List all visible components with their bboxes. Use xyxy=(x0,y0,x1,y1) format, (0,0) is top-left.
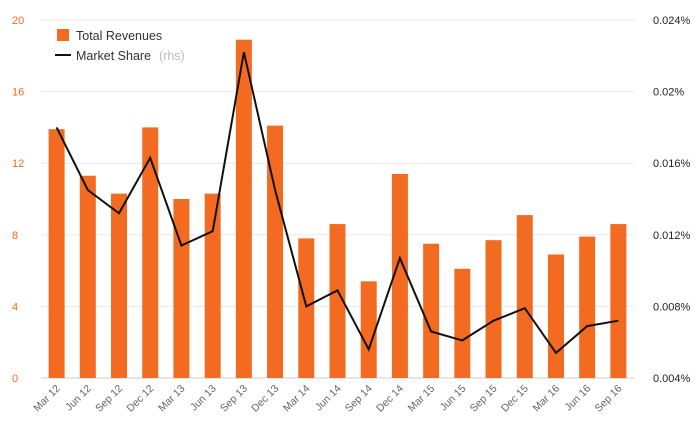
revenue-bars xyxy=(48,39,627,379)
right-y-axis: 0.004% 0.008% 0.012% 0.016% 0.02% 0.024% xyxy=(653,15,691,385)
right-axis-tick-label: 0.024% xyxy=(653,15,691,27)
left-axis-tick-label: 4 xyxy=(12,301,18,313)
x-axis-tick-label: Sep 13 xyxy=(218,383,250,415)
right-axis-tick-label: 0.008% xyxy=(653,301,691,313)
x-axis-tick-label: Dec 12 xyxy=(124,383,156,415)
x-axis-tick-label: Sep 14 xyxy=(343,383,375,415)
left-axis-tick-label: 0 xyxy=(12,373,18,385)
revenue-bar xyxy=(298,238,315,378)
legend-label-revenues: Total Revenues xyxy=(76,29,162,43)
x-axis-tick-label: Jun 13 xyxy=(188,383,219,414)
x-axis-tick-label: Dec 13 xyxy=(249,383,281,415)
x-axis-tick-label: Dec 15 xyxy=(499,383,531,415)
x-axis-tick-label: Jun 12 xyxy=(63,383,94,414)
x-axis-tick-label: Sep 15 xyxy=(468,383,500,415)
x-axis-tick-label: Mar 16 xyxy=(530,383,562,415)
legend-market-share-suffix: (rhs) xyxy=(159,49,185,63)
revenue-bar xyxy=(48,129,65,378)
revenue-bar xyxy=(485,240,502,378)
revenue-bar xyxy=(235,39,252,378)
right-axis-tick-label: 0.016% xyxy=(653,158,691,170)
left-y-axis: 0 4 8 12 16 20 xyxy=(12,15,24,385)
revenue-bar xyxy=(329,224,346,378)
x-axis-tick-label: Jun 16 xyxy=(563,383,594,414)
left-axis-tick-label: 8 xyxy=(12,230,18,242)
revenue-bar xyxy=(360,281,377,378)
x-axis-tick-label: Sep 16 xyxy=(592,383,624,415)
legend-label-market-share: Market Share (rhs) xyxy=(76,47,185,64)
x-axis: Mar 12 Jun 12 Sep 12 Dec 12 Mar 13 Jun 13 Sep … xyxy=(31,383,625,415)
legend: Total Revenues Market Share (rhs) xyxy=(55,29,185,64)
revenue-bar xyxy=(204,193,221,378)
left-axis-tick-label: 12 xyxy=(12,158,24,170)
x-axis-tick-label: Mar 13 xyxy=(156,383,188,415)
revenue-bar xyxy=(610,224,627,378)
x-axis-tick-label: Dec 14 xyxy=(374,383,406,415)
x-axis-tick-label: Jun 15 xyxy=(438,383,469,414)
revenue-bar xyxy=(173,199,190,378)
revenue-bar xyxy=(516,215,533,378)
revenue-bar xyxy=(267,125,284,378)
revenue-bar xyxy=(111,193,128,378)
right-axis-tick-label: 0.012% xyxy=(653,230,691,242)
revenue-bar xyxy=(547,254,564,378)
revenue-bar xyxy=(454,268,471,378)
legend-market-share-text: Market Share xyxy=(76,49,151,63)
x-axis-tick-label: Mar 14 xyxy=(281,383,313,415)
revenue-bar xyxy=(142,127,159,379)
revenue-bar xyxy=(79,175,96,378)
right-axis-tick-label: 0.02% xyxy=(653,87,684,99)
x-axis-tick-label: Sep 12 xyxy=(93,383,125,415)
legend-swatch-revenues-icon xyxy=(57,29,69,41)
x-axis-tick-label: Jun 14 xyxy=(313,383,344,414)
left-axis-tick-label: 16 xyxy=(12,87,24,99)
x-axis-tick-label: Mar 15 xyxy=(406,383,438,415)
revenue-bar xyxy=(423,243,440,378)
market-share-line-layer xyxy=(55,51,619,355)
left-axis-tick-label: 20 xyxy=(12,15,24,27)
x-axis-tick-label: Mar 12 xyxy=(31,383,63,415)
revenue-bar xyxy=(579,236,596,378)
market-share-line xyxy=(55,51,619,355)
revenue-bar xyxy=(391,173,408,378)
right-axis-tick-label: 0.004% xyxy=(653,373,691,385)
